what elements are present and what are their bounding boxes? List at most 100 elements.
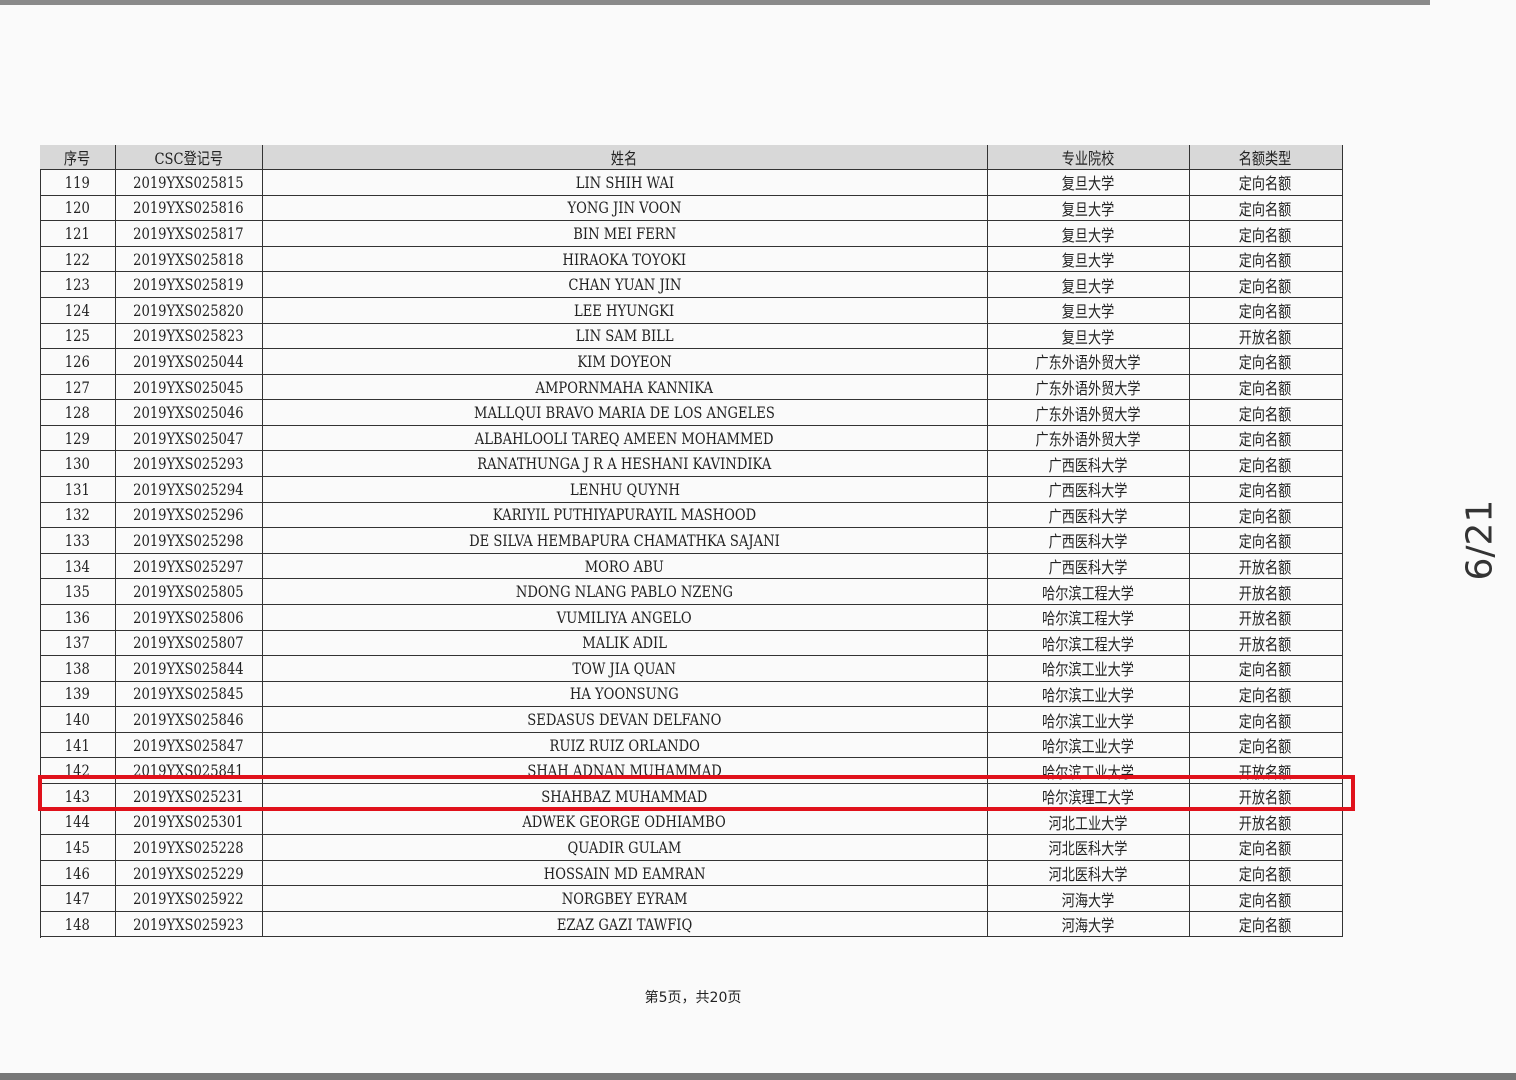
table-cell: 复旦大学	[987, 272, 1190, 298]
table-cell: 复旦大学	[987, 170, 1190, 196]
table-cell: 2019YXS025293	[115, 451, 263, 478]
table-cell: 哈尔滨工程大学	[987, 604, 1190, 631]
cell-text: 哈尔滨工业大学	[1042, 685, 1134, 705]
table-cell: 定向名额	[1189, 195, 1343, 222]
cell-text: 定向名额	[1239, 481, 1292, 501]
table-cell: 121	[39, 221, 116, 247]
table-cell: 定向名额	[1189, 681, 1343, 708]
cell-text: 126	[64, 351, 90, 371]
cell-text: 姓名	[611, 148, 638, 168]
table-cell: 开放名额	[1189, 323, 1343, 350]
table-cell: 复旦大学	[987, 195, 1190, 222]
table-cell: 哈尔滨工程大学	[987, 579, 1190, 605]
cell-text: 定向名额	[1239, 737, 1292, 757]
cell-text: 河北医科大学	[1048, 865, 1128, 885]
highlight-box	[38, 775, 1355, 811]
cell-text: 名额类型	[1239, 148, 1292, 168]
table-cell: KIM DOYEON	[262, 349, 988, 375]
table-cell: 125	[39, 323, 116, 350]
table-cell: 131	[39, 477, 116, 503]
table-cell: TOW JIA QUAN	[262, 656, 988, 682]
table-cell: 哈尔滨工业大学	[987, 681, 1190, 708]
table-cell: ADWEK GEORGE ODHIAMBO	[262, 809, 988, 836]
cell-text: 定向名额	[1239, 916, 1292, 936]
table-cell: 河北工业大学	[987, 809, 1190, 836]
cell-text: 定向名额	[1239, 404, 1292, 424]
cell-text: 定向名额	[1239, 199, 1292, 219]
cell-text: 2019YXS025823	[133, 326, 244, 346]
table-cell: 2019YXS025819	[115, 272, 263, 298]
cell-text: 定向名额	[1239, 251, 1292, 271]
header-cell: 专业院校	[987, 144, 1190, 171]
table-cell: 哈尔滨工业大学	[987, 732, 1190, 759]
table-cell: 广西医科大学	[987, 451, 1190, 478]
cell-text: 125	[64, 326, 90, 346]
cell-text: 145	[64, 837, 90, 857]
table-cell: 广西医科大学	[987, 502, 1190, 529]
cell-text: 定向名额	[1239, 890, 1292, 910]
table-cell: 140	[39, 707, 116, 733]
cell-text: LIN SHIH WAI	[575, 172, 674, 192]
cell-text: 哈尔滨工程大学	[1042, 609, 1134, 629]
table-cell: 复旦大学	[987, 323, 1190, 350]
scan-edge	[0, 0, 1430, 5]
cell-text: CHAN YUAN JIN	[568, 275, 681, 295]
table-cell: RUIZ RUIZ ORLANDO	[262, 732, 988, 759]
table-cell: 2019YXS025298	[115, 528, 263, 554]
table-cell: 定向名额	[1189, 246, 1343, 273]
cell-text: KIM DOYEON	[577, 351, 672, 371]
cell-text: 河北医科大学	[1048, 839, 1128, 859]
table-cell: 复旦大学	[987, 246, 1190, 273]
table-cell: 2019YXS025807	[115, 630, 263, 657]
table-cell: 定向名额	[1189, 170, 1343, 196]
cell-text: 开放名额	[1239, 327, 1292, 347]
table-cell: 2019YXS025044	[115, 349, 263, 375]
cell-text: 138	[64, 658, 90, 678]
table-cell: 128	[39, 400, 116, 426]
cell-text: 2019YXS025294	[133, 479, 244, 499]
table-cell: 开放名额	[1189, 630, 1343, 657]
cell-text: 广东外语外贸大学	[1035, 379, 1141, 398]
cell-text: 定向名额	[1239, 379, 1292, 398]
table-cell: SEDASUS DEVAN DELFANO	[262, 707, 988, 733]
cell-text: 146	[64, 863, 90, 883]
cell-text: 河海大学	[1061, 916, 1115, 936]
cell-text: 2019YXS025805	[133, 582, 244, 602]
cell-text: 2019YXS025301	[133, 812, 244, 832]
table-cell: 148	[39, 911, 116, 938]
table-cell: 定向名额	[1189, 656, 1343, 682]
cell-text: 定向名额	[1239, 839, 1292, 859]
table-cell: 定向名额	[1189, 528, 1343, 554]
cell-text: 130	[64, 454, 90, 474]
table-cell: LIN SAM BILL	[262, 323, 988, 350]
cell-text: NORGBEY EYRAM	[561, 889, 688, 909]
cell-text: 123	[64, 275, 90, 295]
cell-text: 开放名额	[1239, 634, 1292, 654]
cell-text: 定向名额	[1239, 506, 1292, 526]
cell-text: 复旦大学	[1061, 302, 1115, 322]
cell-text: 广东外语外贸大学	[1035, 430, 1141, 450]
scan-edge	[0, 1073, 1516, 1080]
table-cell: 定向名额	[1189, 860, 1343, 887]
cell-text: 专业院校	[1061, 148, 1115, 168]
cell-text: 定向名额	[1239, 174, 1292, 194]
table-cell: 2019YXS025817	[115, 221, 263, 247]
cell-text: 135	[64, 582, 90, 602]
table-cell: YONG JIN VOON	[262, 195, 988, 222]
cell-text: 2019YXS025045	[133, 377, 244, 397]
cell-text: 2019YXS025922	[133, 889, 244, 909]
cell-text: 序号	[63, 148, 91, 168]
table-cell: MALLQUI BRAVO MARIA DE LOS ANGELES	[262, 400, 988, 426]
cell-text: 广西医科大学	[1048, 532, 1128, 552]
table-cell: BIN MEI FERN	[262, 221, 988, 247]
table-cell: DE SILVA HEMBAPURA CHAMATHKA SAJANI	[262, 528, 988, 554]
cell-text: 120	[64, 198, 90, 218]
table-cell: 河海大学	[987, 911, 1190, 938]
cell-text: DE SILVA HEMBAPURA CHAMATHKA SAJANI	[469, 530, 780, 550]
cell-text: 哈尔滨理工大学	[1042, 788, 1134, 808]
cell-text: 哈尔滨工程大学	[1042, 634, 1134, 654]
table-cell: 定向名额	[1189, 349, 1343, 375]
table-cell: 146	[39, 860, 116, 887]
table-cell: 2019YXS025297	[115, 553, 263, 580]
table-cell: HOSSAIN MD EAMRAN	[262, 860, 988, 887]
